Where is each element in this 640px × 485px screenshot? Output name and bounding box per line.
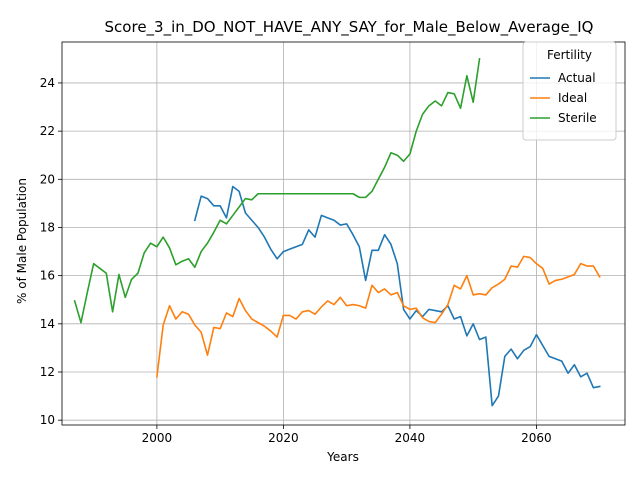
legend-label-sterile: Sterile: [558, 111, 597, 125]
legend-label-ideal: Ideal: [558, 91, 587, 105]
series-line-actual: [193, 185, 601, 407]
y-axis-label: % of Male Population: [15, 178, 29, 304]
y-tick-label: 14: [40, 317, 55, 331]
legend-label-actual: Actual: [558, 71, 596, 85]
y-tick-label: 20: [40, 172, 55, 186]
y-tick-label: 12: [40, 365, 55, 379]
x-tick-label: 2060: [521, 431, 552, 445]
x-axis-label: Years: [326, 450, 359, 464]
plot-area-frame: [61, 41, 626, 426]
chart-title: Score_3_in_DO_NOT_HAVE_ANY_SAY_for_Male_…: [105, 18, 594, 37]
legend-title: Fertility: [547, 48, 592, 62]
series-line-sterile: [73, 57, 481, 324]
y-tick-label: 16: [40, 269, 55, 283]
legend: Fertility Actual Ideal Sterile: [522, 41, 617, 141]
y-tick-label: 10: [40, 413, 55, 427]
x-tick-label: 2000: [142, 431, 173, 445]
y-tick-label: 22: [40, 124, 55, 138]
x-tick-label: 2040: [395, 431, 426, 445]
legend-box: [522, 41, 617, 141]
series-line-ideal: [155, 255, 601, 378]
y-tick-label: 24: [40, 76, 55, 90]
y-tick-label: 18: [40, 220, 55, 234]
x-tick-label: 2020: [268, 431, 299, 445]
